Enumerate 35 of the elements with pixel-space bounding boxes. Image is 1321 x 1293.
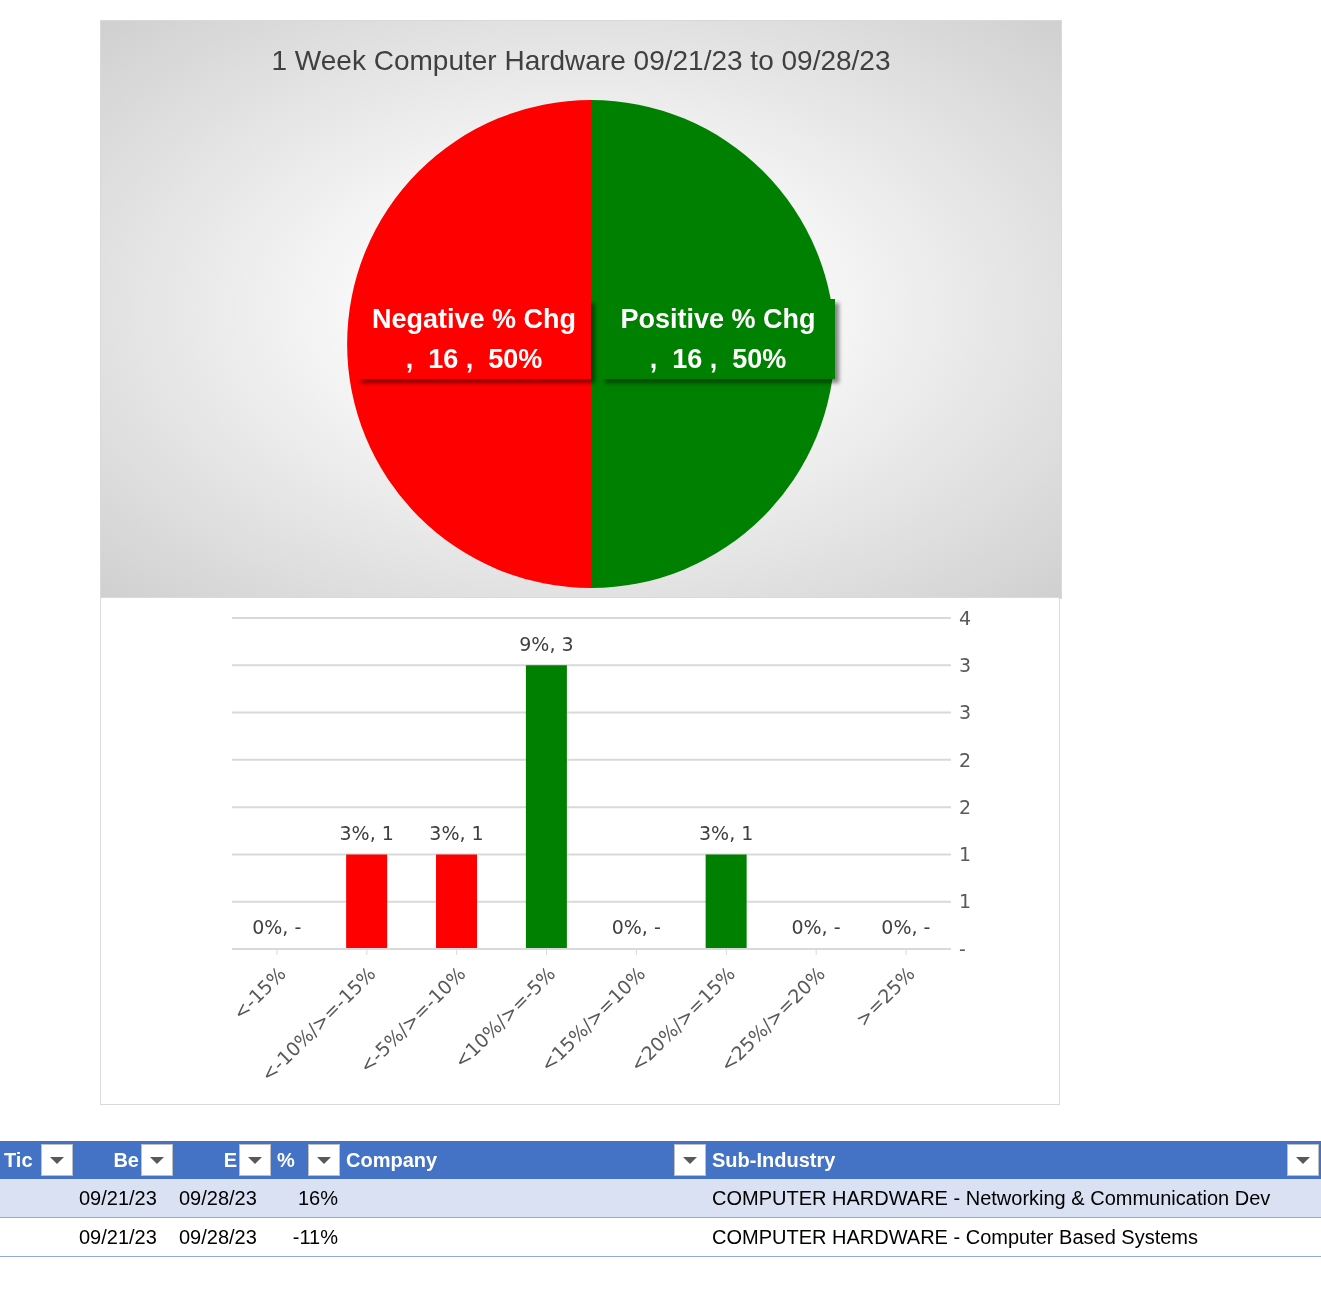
data-label: 3%, 1 (429, 822, 484, 845)
text: 16% (296, 1187, 338, 1210)
slice-label: Negative % Chg (370, 303, 577, 336)
y-tick-label: - (959, 937, 966, 960)
category-label: Tic (4, 1149, 34, 1172)
data-label: 9%, 3 (519, 633, 574, 656)
text: 09/21/23 (79, 1226, 158, 1249)
category-label: Sub-Industry (712, 1149, 837, 1172)
text: COMPUTER HARDWARE - Networking & Communication Dev (712, 1187, 1272, 1210)
chart-title: 1 Week Computer Hardware 09/21/23 to 09/28/23 (270, 45, 892, 77)
text: 09/28/23 (179, 1187, 258, 1210)
slice-label: Positive % Chg (619, 303, 817, 336)
category-label: E (222, 1149, 237, 1172)
data-label: 3%, 1 (698, 822, 754, 845)
data-label: 0%, - (791, 916, 841, 938)
data-label: , 16 , 50% (404, 343, 544, 376)
data-label: 0%, - (881, 916, 931, 938)
data-label: 0%, - (252, 916, 302, 938)
text: 09/21/23 (79, 1187, 158, 1210)
category-label: Company (346, 1149, 439, 1172)
y-tick-label: 2 (959, 748, 972, 771)
y-tick-label: 2 (959, 795, 972, 818)
text: 09/28/23 (179, 1226, 258, 1249)
y-tick-label: 1 (959, 843, 972, 866)
data-label: 0%, - (611, 916, 661, 938)
text: COMPUTER HARDWARE - Computer Based Systems (712, 1226, 1199, 1249)
y-tick-label: 3 (959, 701, 972, 724)
data-label: , 16 , 50% (648, 343, 788, 376)
text: -11% (291, 1226, 338, 1249)
y-tick-label: 4 (959, 606, 972, 629)
category-label: % (277, 1149, 296, 1172)
category-label: Be (112, 1149, 139, 1172)
y-tick-label: 3 (959, 654, 972, 677)
y-tick-label: 1 (959, 890, 972, 913)
data-label: 3%, 1 (339, 822, 394, 845)
